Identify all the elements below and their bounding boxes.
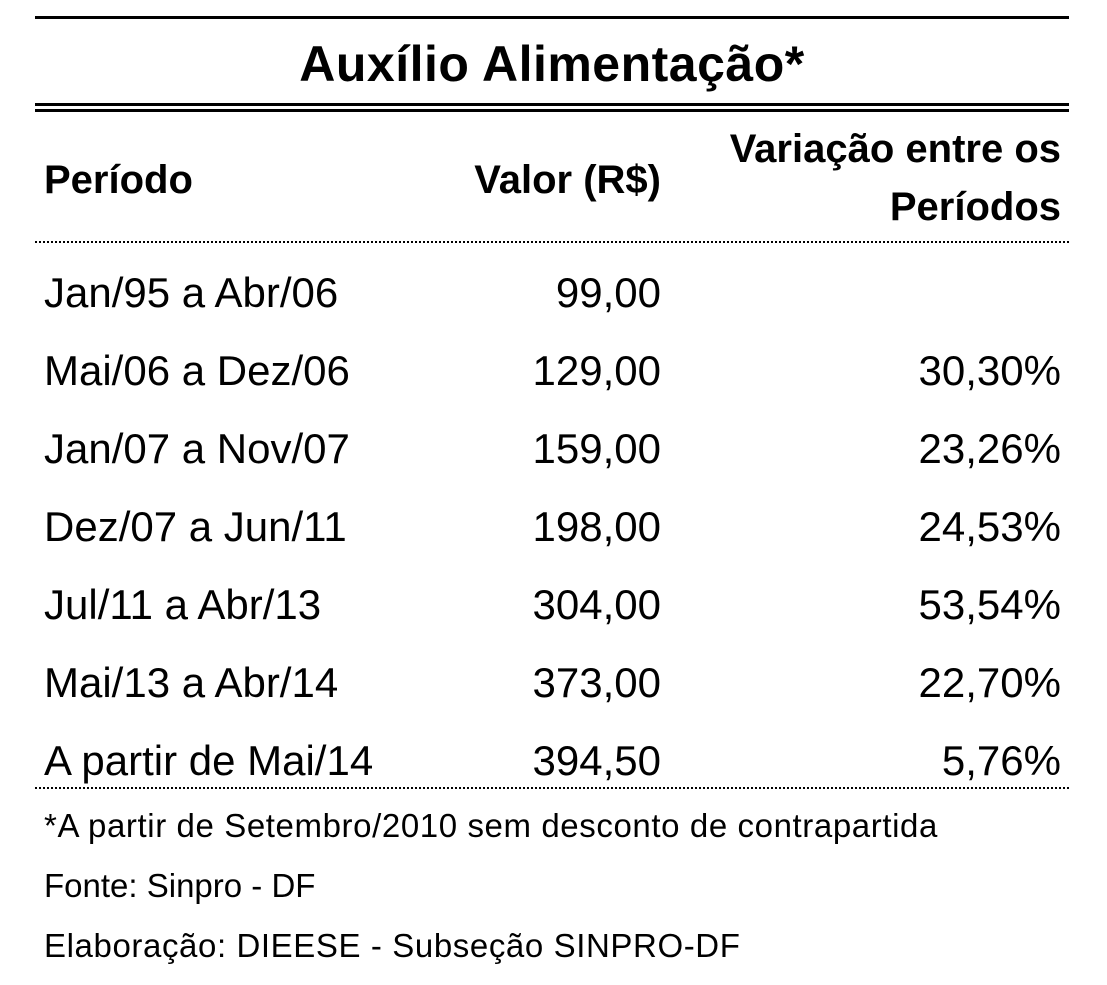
cell-valor: 373,00 [532, 659, 661, 706]
source-note: Fonte: Sinpro - DF [44, 867, 316, 904]
column-header-valor: Valor (R$) [474, 158, 661, 202]
title-double-rule-upper [35, 103, 1069, 106]
cell-periodo: Mai/13 a Abr/14 [44, 659, 339, 706]
cell-valor: 198,00 [532, 503, 661, 550]
table-body: Jan/95 a Abr/06 99,00 Mai/06 a Dez/06 12… [35, 254, 1069, 800]
table-row: Dez/07 a Jun/11 198,00 24,53% [35, 488, 1069, 566]
cell-variacao: 23,26% [918, 425, 1061, 472]
cell-valor: 304,00 [532, 581, 661, 628]
cell-variacao: 53,54% [918, 581, 1061, 628]
elaboration-note: Elaboração: DIEESE - Subseção SINPRO-DF [44, 927, 741, 964]
table-row: Jul/11 a Abr/13 304,00 53,54% [35, 566, 1069, 644]
cell-variacao: 22,70% [918, 659, 1061, 706]
footnote: *A partir de Setembro/2010 sem desconto … [44, 807, 938, 844]
table-row: Mai/06 a Dez/06 129,00 30,30% [35, 332, 1069, 410]
cell-valor: 394,50 [532, 737, 661, 784]
cell-periodo: Jan/07 a Nov/07 [44, 425, 350, 472]
cell-valor: 159,00 [532, 425, 661, 472]
title-double-rule-lower [35, 109, 1069, 112]
cell-periodo: Mai/06 a Dez/06 [44, 347, 350, 394]
cell-periodo: Jul/11 a Abr/13 [44, 581, 322, 628]
cell-variacao: 24,53% [918, 503, 1061, 550]
cell-variacao: 30,30% [918, 347, 1061, 394]
column-header-variacao-line1: Variação entre os [729, 127, 1061, 171]
footer-dotted-rule [35, 787, 1069, 789]
cell-periodo: A partir de Mai/14 [44, 737, 374, 784]
column-header-variacao: Variação entre os Períodos [641, 120, 1061, 236]
table-row: Jan/95 a Abr/06 99,00 [35, 254, 1069, 332]
table-row: Mai/13 a Abr/14 373,00 22,70% [35, 644, 1069, 722]
header-dotted-rule [35, 241, 1069, 243]
cell-periodo: Dez/07 a Jun/11 [44, 503, 347, 550]
cell-valor: 129,00 [532, 347, 661, 394]
column-header-periodo: Período [44, 158, 193, 202]
table-row: A partir de Mai/14 394,50 5,76% [35, 722, 1069, 800]
table-row: Jan/07 a Nov/07 159,00 23,26% [35, 410, 1069, 488]
cell-periodo: Jan/95 a Abr/06 [44, 269, 339, 316]
top-rule [35, 16, 1069, 19]
cell-variacao: 5,76% [941, 737, 1061, 784]
table-title: Auxílio Alimentação* [299, 36, 805, 92]
column-header-variacao-line2: Períodos [889, 185, 1061, 229]
table-notes: *A partir de Setembro/2010 sem desconto … [44, 796, 1074, 976]
table-header: Período Valor (R$) Variação entre os Per… [35, 118, 1069, 242]
cell-valor: 99,00 [555, 269, 661, 316]
